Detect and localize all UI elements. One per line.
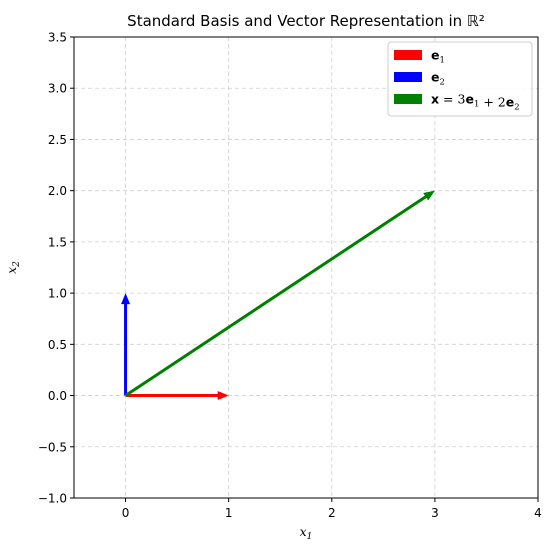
- legend-box: [387, 41, 533, 117]
- legend-label: e2: [431, 70, 445, 88]
- vector-e2: [121, 293, 131, 396]
- vector-e1: [125, 391, 229, 401]
- y-tick-label: 1.5: [48, 235, 67, 249]
- ticks-layer: 0 1 2 3 4 −1.0 −0.5 0.0 0.5 1.0 1.5 2.0 2.5 3.0 3.5: [38, 31, 542, 521]
- x-tick-label: 4: [534, 506, 542, 520]
- legend-item: e1: [394, 48, 445, 66]
- legend-swatch: [394, 72, 422, 82]
- legend-label: e1: [431, 48, 445, 66]
- legend-label: x = 3e1 + 2e2: [431, 92, 520, 113]
- vector-arrow: [125, 391, 229, 401]
- x-tick-label: 2: [328, 506, 336, 520]
- plot-frame: [73, 36, 539, 499]
- x-axis-label-sub: 1: [307, 532, 313, 542]
- y-tick-label: 2.5: [48, 133, 67, 147]
- vectors-layer: [121, 190, 435, 401]
- x-tick-label: 0: [122, 506, 130, 520]
- legend-swatch: [394, 50, 422, 60]
- x-tick-label: 1: [225, 506, 233, 520]
- y-axis-label-sub: 2: [12, 261, 22, 268]
- y-tick-label: 1.0: [48, 287, 67, 301]
- legend-swatch: [394, 94, 422, 104]
- legend-item: x = 3e1 + 2e2: [394, 92, 520, 113]
- y-axis-label: x2: [4, 261, 22, 274]
- x-tick-label: 3: [431, 506, 439, 520]
- y-tick-label: 0.0: [48, 389, 67, 403]
- y-tick-label: 3.5: [48, 31, 67, 45]
- vector-arrow: [121, 293, 131, 396]
- legend: e1 e2 x = 3e1 + 2e2: [387, 41, 533, 117]
- vector-arrow: [124, 190, 435, 397]
- legend-item: e2: [394, 70, 445, 88]
- y-tick-label: −1.0: [38, 492, 67, 506]
- y-tick-label: −0.5: [38, 440, 67, 454]
- vector-x-3e1-2e2: [124, 190, 435, 397]
- y-tick-label: 3.0: [48, 82, 67, 96]
- y-tick-label: 0.5: [48, 338, 67, 352]
- x-axis-label: x1: [300, 524, 313, 542]
- chart-title: Standard Basis and Vector Representation…: [127, 12, 485, 30]
- y-tick-label: 2.0: [48, 184, 67, 198]
